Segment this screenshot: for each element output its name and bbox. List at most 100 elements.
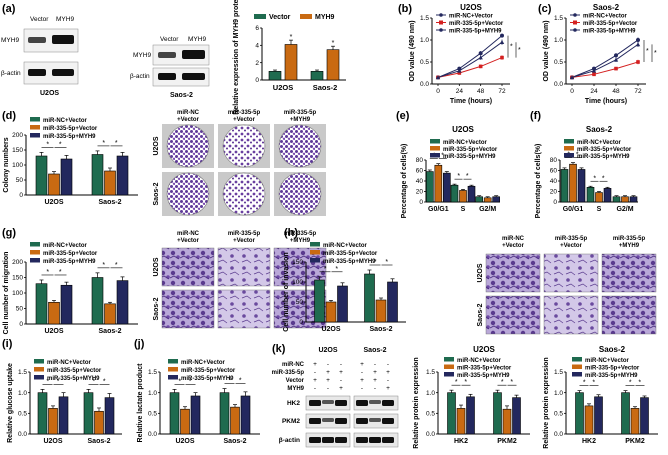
cell-image: [217, 289, 271, 329]
legend-swatch: [430, 146, 440, 151]
bar: [35, 155, 48, 196]
blot-band: [322, 400, 334, 404]
legend-entry: miR-335-5p+MYH9: [43, 259, 96, 265]
y-tick-label: 0: [19, 192, 23, 199]
sig-star: *: [103, 378, 106, 385]
sig-star: *: [654, 50, 657, 57]
bar: [337, 285, 348, 323]
legend-entry: miR-335-5p+Vector: [443, 147, 498, 153]
bar: [502, 408, 512, 435]
chart-j: (j) 0.0 0.5 1.0 1.5 Relative lactate product U…: [134, 338, 260, 445]
x-tick-label: Saos-2: [370, 326, 393, 333]
y-tick-label: 50: [296, 299, 304, 306]
sig-star: *: [46, 269, 49, 276]
legend-swatch: [564, 146, 574, 151]
legend-swatch: [310, 242, 320, 247]
cell-image: [161, 247, 215, 287]
legend-entry: miR-335-5p+MYH9: [577, 154, 630, 160]
legend-swatch: [430, 139, 440, 144]
blot-a2-band: [158, 52, 176, 58]
y-axis-label: Cell number of migration: [3, 252, 10, 335]
x-tick-label: U2OS: [43, 438, 62, 445]
x-tick-label: G0/G1: [428, 206, 449, 213]
bar: [640, 397, 649, 435]
legend-entry: miR-335-5p+MYH9: [323, 259, 376, 265]
y-tick-label: 150: [12, 275, 23, 282]
legend-marker: [439, 13, 443, 17]
blot-sign: +: [360, 361, 364, 368]
bar: [447, 392, 456, 435]
y-tick-label: 80: [550, 157, 558, 164]
y-tick-label: 0.0: [554, 81, 563, 88]
cell-image: [217, 247, 271, 287]
y-tick-label: 0.5: [18, 411, 27, 418]
cell-image: [543, 253, 599, 293]
bar: [560, 169, 569, 203]
blot-row-label: miR-NC: [282, 362, 305, 368]
y-axis-label: Relative protein expression: [543, 357, 550, 448]
legend-entry: miR-335-5p+MYH9: [443, 154, 496, 160]
x-tick-label: 24: [456, 88, 464, 95]
image-col-label: miR-335-5p: [228, 110, 261, 116]
legend-entry: miR-NC+Vector: [585, 358, 630, 364]
y-axis-label: OD value (490 nm): [543, 20, 550, 81]
panel-label: (h): [284, 227, 298, 239]
blot-sign: +: [360, 377, 364, 384]
legend-swatch: [572, 364, 582, 369]
x-tick-label: 72: [634, 88, 642, 95]
image-col-label: miR-335-5p: [555, 236, 588, 242]
legend-swatch: [254, 14, 266, 19]
sig-star: *: [46, 141, 49, 148]
sig-star: *: [501, 379, 504, 386]
blot-row-label: MYH9: [287, 386, 304, 392]
blot-sign: +: [313, 377, 317, 384]
legend-entry: miR-NC+Vector: [457, 358, 502, 364]
sig-star: *: [115, 262, 118, 269]
bar: [492, 196, 500, 203]
bar: [456, 408, 466, 435]
blot-sign: -: [361, 385, 363, 392]
sig-star: *: [576, 152, 579, 159]
sig-star: *: [332, 40, 335, 47]
legend-entry: miR-NC+Vector: [43, 118, 88, 124]
legend-entry: miR-335-5p+MYH9: [43, 134, 96, 140]
blot-a2-col-0: Vector: [160, 36, 179, 43]
bar: [621, 196, 629, 203]
y-tick-label: 0: [255, 77, 259, 84]
blot-sign: +: [339, 385, 343, 392]
sig-star: *: [583, 380, 586, 387]
y-axis-label: OD value (490 nm): [409, 20, 416, 81]
blot-sign: -: [314, 385, 316, 392]
bar: [60, 284, 73, 325]
chart-e: (e) U2OS 0 20 40 60 80 Percentage of cells(%) G0…: [396, 110, 500, 218]
blot-band: [335, 418, 347, 424]
sig-star: *: [592, 380, 595, 387]
data-point: [592, 72, 596, 77]
data-point: [613, 57, 619, 62]
bar: [310, 71, 324, 81]
legend-swatch: [30, 133, 40, 138]
legend-swatch: [168, 367, 178, 372]
image-col-label: +MYH9: [290, 238, 311, 244]
y-tick-label: 1.5: [554, 369, 563, 376]
data-point: [478, 55, 483, 60]
sig-star: *: [638, 380, 641, 387]
blot-group-label: U2OS: [318, 347, 337, 354]
x-axis-label: Time (hours): [450, 98, 492, 105]
colony-dish: [278, 124, 322, 168]
y-tick-label: 0: [19, 321, 23, 328]
sig-star: *: [290, 34, 293, 41]
bar: [83, 392, 94, 435]
data-point: [478, 51, 483, 56]
blot-band: [356, 437, 368, 443]
x-tick-label: U2OS: [44, 199, 63, 206]
bar: [91, 154, 104, 196]
image-col-label: +Vector: [502, 243, 525, 249]
image-row-label: U2OS: [153, 136, 160, 155]
panel-label: (d): [2, 110, 16, 122]
data-point: [478, 64, 483, 69]
bar: [230, 406, 240, 435]
legend-swatch: [564, 153, 574, 158]
